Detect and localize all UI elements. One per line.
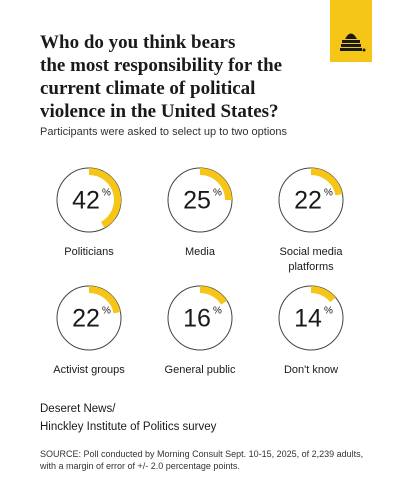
title-line: the most responsibility for the xyxy=(40,55,283,76)
subtitle: Participants were asked to select up to … xyxy=(40,126,288,138)
unit-label: % xyxy=(324,306,333,317)
arc xyxy=(310,286,336,303)
value-label: 42 xyxy=(72,187,100,215)
source-line: SOURCE: Poll conducted by Morning Consul… xyxy=(40,449,364,459)
arc xyxy=(199,168,232,201)
credit-line: Hinckley Institute of Politics survey xyxy=(40,421,217,433)
source-line: with a margin of error of +/- 2.0 percen… xyxy=(40,461,240,471)
arc xyxy=(88,168,121,229)
logo-box xyxy=(330,0,372,62)
category-label: Politicians xyxy=(64,246,114,258)
arc xyxy=(310,168,343,196)
unit-label: % xyxy=(213,188,222,199)
category-label: Don't know xyxy=(283,364,339,376)
category-label: Social media platforms xyxy=(279,246,343,273)
category-label: Media xyxy=(185,246,215,258)
unit-label: % xyxy=(102,188,111,199)
credit-line: Deseret News/ xyxy=(40,403,116,415)
arc xyxy=(199,286,228,305)
value-label: 22 xyxy=(294,187,322,215)
title-line: Who do you think bears xyxy=(40,32,236,53)
logo-icon xyxy=(340,33,366,52)
unit-label: % xyxy=(324,188,333,199)
arc xyxy=(88,286,121,314)
title-line: current climate of political xyxy=(40,78,256,99)
category-label: General public xyxy=(164,364,236,376)
value-label: 16 xyxy=(183,305,211,333)
value-label: 25 xyxy=(183,187,211,215)
unit-label: % xyxy=(102,306,111,317)
value-label: 22 xyxy=(72,305,100,333)
value-label: 14 xyxy=(294,305,322,333)
title-line: violence in the United States? xyxy=(40,101,279,122)
unit-label: % xyxy=(213,306,222,317)
category-label: Activist groups xyxy=(53,364,125,376)
